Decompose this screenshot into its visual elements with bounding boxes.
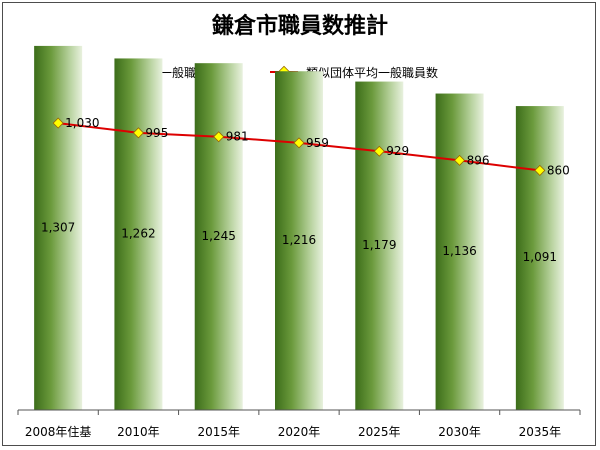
x-tick-label-5: 2030年 [438, 425, 481, 439]
line-value-label-3: 959 [306, 136, 329, 150]
chart-title: 鎌倉市職員数推計 [211, 14, 388, 39]
line-value-label-5: 896 [467, 153, 490, 167]
x-tick-label-2: 2015年 [197, 425, 240, 439]
x-tick-label-1: 2010年 [117, 425, 160, 439]
line-series-group [52, 117, 546, 176]
bars-group [34, 45, 564, 411]
bar-1 [114, 58, 163, 410]
bar-value-label-2: 1,245 [202, 229, 236, 243]
bar-3 [275, 71, 323, 410]
bar-value-label-4: 1,179 [362, 238, 396, 252]
bar-6 [515, 106, 564, 410]
line-marker-1 [132, 127, 144, 139]
line-value-label-2: 981 [226, 130, 249, 144]
line-value-label-0: 1,030 [65, 116, 99, 130]
bar-4 [355, 81, 404, 411]
legend-label-line: 類似団体平均一般職員数 [306, 65, 438, 80]
bar-value-label-5: 1,136 [442, 244, 476, 258]
bar-2 [194, 63, 243, 411]
bar-5 [435, 93, 484, 411]
value-labels-group: 1,307 1,262 1,245 1,216 1,179 1,136 1,091 1,030… [41, 116, 570, 264]
bar-value-label-1: 1,262 [121, 227, 155, 241]
line-marker-6 [534, 164, 546, 176]
x-ticks-group: 2008年住基 2010年 2015年 2020年 2025年 2030年 2035年 [17, 410, 581, 439]
line-value-label-4: 929 [386, 144, 409, 158]
bar-value-label-6: 1,091 [523, 250, 557, 264]
line-value-label-6: 860 [547, 163, 570, 177]
x-tick-label-6: 2035年 [519, 425, 562, 439]
bar-value-label-3: 1,216 [282, 233, 316, 247]
x-tick-label-4: 2025年 [358, 425, 401, 439]
line-marker-5 [454, 154, 466, 166]
line-marker-4 [373, 145, 385, 157]
line-marker-2 [213, 131, 225, 143]
x-tick-label-0: 2008年住基 [25, 425, 92, 439]
bar-0 [34, 45, 83, 411]
line-marker-0 [52, 117, 64, 129]
bar-value-label-0: 1,307 [41, 221, 75, 235]
line-marker-3 [293, 137, 305, 149]
line-value-label-1: 995 [145, 126, 168, 140]
x-tick-label-3: 2020年 [278, 425, 321, 439]
